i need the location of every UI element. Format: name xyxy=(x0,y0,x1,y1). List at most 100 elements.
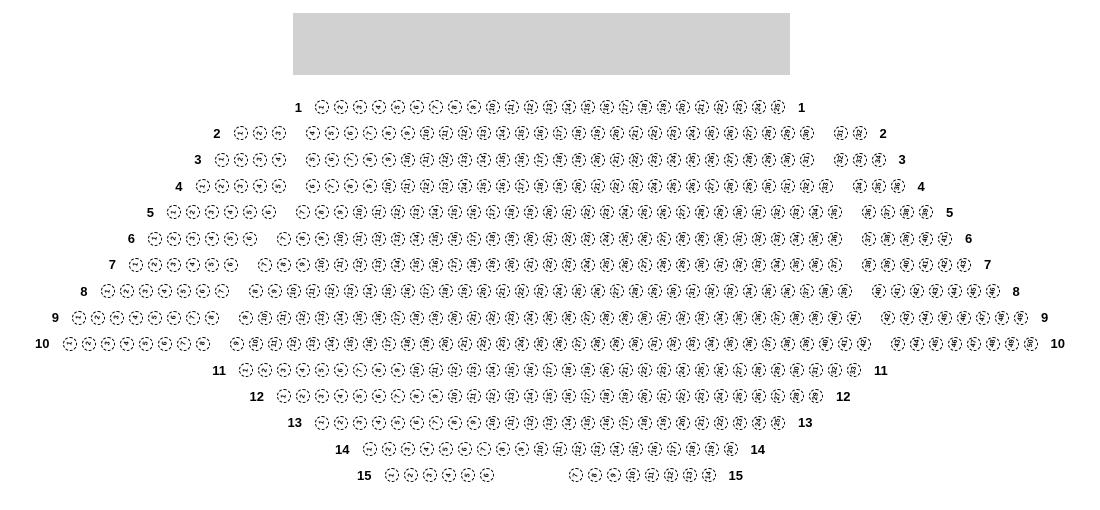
seat[interactable]: 2 xyxy=(252,126,267,141)
seat[interactable]: 3 xyxy=(252,152,267,167)
seat[interactable]: 38 xyxy=(818,284,833,299)
seat[interactable]: 20 xyxy=(600,363,614,378)
seat[interactable]: 44 xyxy=(919,310,933,325)
seat[interactable]: 14 xyxy=(429,205,443,220)
seat[interactable]: 31 xyxy=(733,231,747,246)
seat[interactable]: 17 xyxy=(467,231,481,246)
seat[interactable]: 29 xyxy=(695,231,709,246)
seat[interactable]: 42 xyxy=(909,284,924,299)
seat[interactable]: 9 xyxy=(362,179,377,194)
seat[interactable]: 34 xyxy=(742,284,757,299)
seat[interactable]: 19 xyxy=(581,363,595,378)
seat[interactable]: 11 xyxy=(467,389,481,404)
seat[interactable]: 26 xyxy=(562,310,576,325)
seat[interactable]: 33 xyxy=(818,179,833,194)
seat[interactable]: 38 xyxy=(862,257,876,272)
seat[interactable]: 13 xyxy=(391,231,405,246)
seat[interactable]: 30 xyxy=(666,284,681,299)
seat[interactable]: 8 xyxy=(448,415,462,430)
seat[interactable]: 7 xyxy=(343,152,358,167)
seat[interactable]: 16 xyxy=(647,442,662,456)
seat[interactable]: 20 xyxy=(571,179,586,194)
seat[interactable]: 3 xyxy=(100,336,115,351)
seat[interactable]: 12 xyxy=(353,257,367,272)
seat[interactable]: 17 xyxy=(514,179,529,194)
seat[interactable]: 8 xyxy=(495,442,510,456)
seat[interactable]: 10 xyxy=(286,284,301,299)
seat[interactable]: 46 xyxy=(957,310,971,325)
seat[interactable]: 19 xyxy=(619,389,633,404)
seat[interactable]: 31 xyxy=(752,205,766,220)
seat[interactable]: 12 xyxy=(524,415,538,430)
seat[interactable]: 42 xyxy=(856,336,871,351)
seat[interactable]: 6 xyxy=(410,100,424,115)
seat[interactable]: 39 xyxy=(919,205,933,220)
seat[interactable]: 21 xyxy=(467,310,481,325)
seat[interactable]: 38 xyxy=(881,231,895,246)
seat[interactable]: 25 xyxy=(666,179,681,194)
seat[interactable]: 23 xyxy=(733,415,747,430)
seat[interactable]: 24 xyxy=(524,310,538,325)
seat[interactable]: 23 xyxy=(505,310,519,325)
seat[interactable]: 2 xyxy=(233,152,248,167)
seat[interactable]: 1 xyxy=(384,468,399,483)
seat[interactable]: 18 xyxy=(552,152,567,167)
seat[interactable]: 8 xyxy=(315,205,329,220)
seat[interactable]: 15 xyxy=(581,415,595,430)
seat[interactable]: 5 xyxy=(138,336,153,351)
seat[interactable]: 21 xyxy=(657,389,671,404)
seat[interactable]: 2 xyxy=(403,468,418,483)
seat[interactable]: 13 xyxy=(505,389,519,404)
seat[interactable]: 37 xyxy=(881,205,895,220)
seat[interactable]: 8 xyxy=(195,336,210,351)
seat[interactable]: 5 xyxy=(148,310,162,325)
seat[interactable]: 6 xyxy=(243,231,257,246)
seat[interactable]: 17 xyxy=(619,415,633,430)
seat[interactable]: 3 xyxy=(353,415,367,430)
seat[interactable]: 22 xyxy=(638,363,652,378)
seat[interactable]: 5 xyxy=(315,363,329,378)
seat[interactable]: 9 xyxy=(606,468,621,483)
seat[interactable]: 6 xyxy=(343,126,358,141)
seat[interactable]: 13 xyxy=(438,179,453,194)
seat[interactable]: 5 xyxy=(438,442,453,456)
seat[interactable]: 6 xyxy=(305,179,320,194)
seat[interactable]: 16 xyxy=(429,257,443,272)
seat[interactable]: 16 xyxy=(362,336,377,351)
seat[interactable]: 23 xyxy=(657,363,671,378)
seat[interactable]: 18 xyxy=(600,389,614,404)
seat[interactable]: 8 xyxy=(410,389,424,404)
seat[interactable]: 26 xyxy=(704,152,719,167)
seat[interactable]: 8 xyxy=(296,231,310,246)
seat[interactable]: 4 xyxy=(305,126,320,141)
seat[interactable]: 20 xyxy=(524,231,538,246)
seat[interactable]: 3 xyxy=(110,310,124,325)
seat[interactable]: 17 xyxy=(619,100,633,115)
seat[interactable]: 38 xyxy=(780,336,795,351)
seat[interactable]: 30 xyxy=(628,336,643,351)
seat[interactable]: 19 xyxy=(571,152,586,167)
seat[interactable]: 37 xyxy=(771,310,785,325)
seat[interactable]: 22 xyxy=(628,152,643,167)
seat[interactable]: 12 xyxy=(286,336,301,351)
seat[interactable]: 29 xyxy=(742,179,757,194)
seat[interactable]: 12 xyxy=(372,231,386,246)
seat[interactable]: 1 xyxy=(233,126,248,141)
seat[interactable]: 18 xyxy=(467,257,481,272)
seat[interactable]: 11 xyxy=(438,126,453,141)
seat[interactable]: 23 xyxy=(733,100,747,115)
seat[interactable]: 10 xyxy=(533,442,548,456)
seat[interactable]: 25 xyxy=(685,152,700,167)
seat[interactable]: 11 xyxy=(277,310,291,325)
seat[interactable]: 21 xyxy=(628,126,643,141)
seat[interactable]: 31 xyxy=(809,363,823,378)
seat[interactable]: 23 xyxy=(628,179,643,194)
seat[interactable]: 39 xyxy=(900,231,914,246)
seat[interactable]: 6 xyxy=(334,363,348,378)
seat[interactable]: 27 xyxy=(723,152,738,167)
seat[interactable]: 27 xyxy=(657,231,671,246)
seat[interactable]: 11 xyxy=(305,284,320,299)
seat[interactable]: 5 xyxy=(305,152,320,167)
seat[interactable]: 18 xyxy=(533,179,548,194)
seat[interactable]: 26 xyxy=(657,205,671,220)
